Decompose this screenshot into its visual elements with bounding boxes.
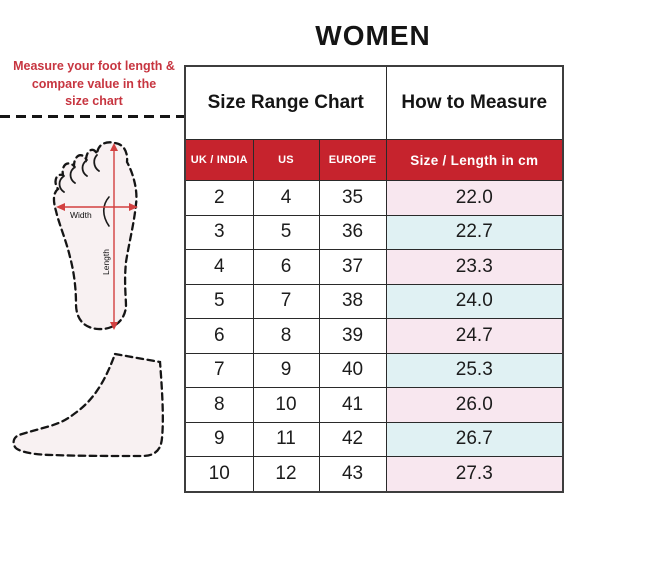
length-cm-cell: 23.3 [385, 249, 564, 285]
length-cm-cell: 22.0 [385, 180, 564, 216]
size-cell-uk-india: 8 [184, 387, 254, 423]
size-cell-uk-india: 4 [184, 249, 254, 285]
size-cell-europe: 40 [318, 352, 387, 388]
size-cell-us: 4 [252, 180, 320, 216]
section-header-row: Size Range Chart How to Measure [184, 65, 564, 140]
length-cm-cell: 26.7 [385, 421, 564, 457]
size-cell-us: 5 [252, 214, 320, 250]
foot-side-view-diagram [12, 352, 164, 458]
size-cell-uk-india: 10 [184, 456, 254, 492]
size-cell-us: 8 [252, 318, 320, 354]
foot-top-view-diagram: Width Length [52, 141, 138, 331]
length-cm-cell: 25.3 [385, 352, 564, 388]
size-cell-uk-india: 6 [184, 318, 254, 354]
table-row: 6 8 39 24.7 [184, 318, 564, 354]
size-cell-us: 10 [252, 387, 320, 423]
size-cell-europe: 37 [318, 249, 387, 285]
foot-side-outline [12, 352, 164, 458]
size-cell-uk-india: 9 [184, 421, 254, 457]
column-header-row: UK / INDIA US EUROPE Size / Length in cm [184, 139, 564, 181]
header-how-to-measure: How to Measure [385, 65, 564, 140]
width-label: Width [70, 210, 92, 220]
table-row: 10 12 43 27.3 [184, 456, 564, 492]
instruction-line-3: size chart [65, 94, 123, 108]
instruction-line-1: Measure your foot length & [13, 59, 175, 73]
size-cell-europe: 43 [318, 456, 387, 492]
size-cell-uk-india: 5 [184, 283, 254, 319]
length-cm-cell: 26.0 [385, 387, 564, 423]
size-cell-uk-india: 2 [184, 180, 254, 216]
table-row: 4 6 37 23.3 [184, 249, 564, 285]
toe-crease-lines [58, 154, 100, 193]
page-title: WOMEN [315, 20, 431, 51]
table-row: 3 5 36 22.7 [184, 214, 564, 250]
table-row: 9 11 42 26.7 [184, 421, 564, 457]
size-cell-europe: 38 [318, 283, 387, 319]
size-cell-europe: 42 [318, 421, 387, 457]
length-cm-cell: 24.7 [385, 318, 564, 354]
size-cell-europe: 41 [318, 387, 387, 423]
instruction-text: Measure your foot length & compare value… [6, 58, 182, 111]
length-cm-cell: 27.3 [385, 456, 564, 492]
size-cell-us: 11 [252, 421, 320, 457]
length-arrow [110, 143, 118, 330]
length-label: Length [101, 249, 111, 275]
column-header-length-cm: Size / Length in cm [385, 139, 564, 181]
length-cm-cell: 24.0 [385, 283, 564, 319]
size-cell-europe: 39 [318, 318, 387, 354]
column-header-europe: EUROPE [318, 139, 387, 181]
size-cell-us: 7 [252, 283, 320, 319]
table-row: 5 7 38 24.0 [184, 283, 564, 319]
instruction-line-2: compare value in the [31, 76, 157, 91]
length-cm-cell: 22.7 [385, 214, 564, 250]
column-header-us: US [252, 139, 320, 181]
size-table: Size Range Chart How to Measure UK / IND… [184, 65, 565, 493]
size-cell-uk-india: 3 [184, 214, 254, 250]
foot-outline [52, 141, 138, 331]
ball-crease-line [102, 196, 110, 227]
size-cell-us: 6 [252, 249, 320, 285]
width-arrow [56, 203, 138, 211]
size-cell-europe: 35 [318, 180, 387, 216]
column-header-uk-india: UK / INDIA [184, 139, 254, 181]
size-cell-europe: 36 [318, 214, 387, 250]
size-cell-us: 12 [252, 456, 320, 492]
size-cell-us: 9 [252, 352, 320, 388]
header-size-range-chart: Size Range Chart [184, 65, 387, 140]
dashed-divider [0, 115, 185, 118]
table-row: 7 9 40 25.3 [184, 352, 564, 388]
table-row: 2 4 35 22.0 [184, 180, 564, 216]
size-table-body: 2 4 35 22.0 3 5 36 22.7 4 6 37 23.3 5 7 38 24.0 6 8 39 24.7… [184, 180, 564, 492]
size-cell-uk-india: 7 [184, 352, 254, 388]
table-row: 8 10 41 26.0 [184, 387, 564, 423]
